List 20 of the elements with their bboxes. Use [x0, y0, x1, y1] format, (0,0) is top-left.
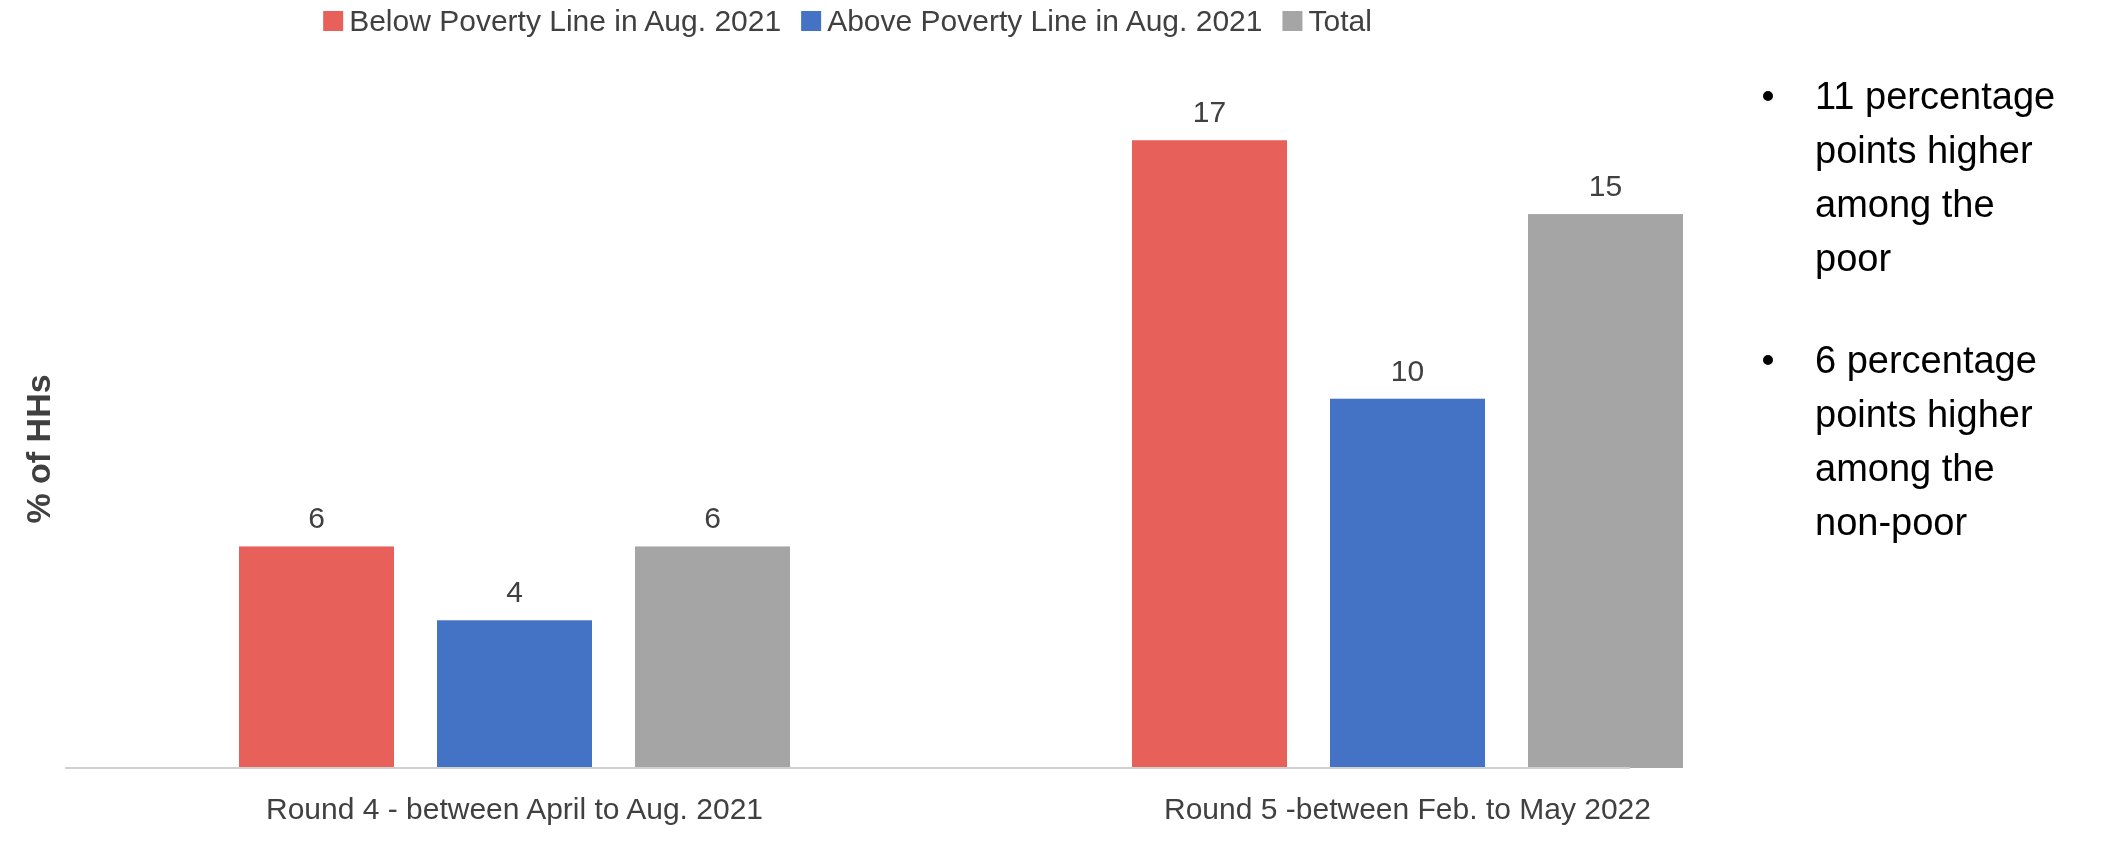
data-label: 4 [506, 575, 523, 609]
data-label: 17 [1192, 95, 1227, 129]
legend-label: Above Poverty Line in Aug. 2021 [827, 4, 1263, 37]
data-label: 6 [704, 501, 721, 535]
y-axis-title: % of HHs [19, 374, 57, 524]
bar [437, 620, 592, 768]
bar [635, 546, 790, 768]
x-tick-label: Round 5 -between Feb. to May 2022 [1164, 792, 1651, 826]
bar [1330, 398, 1485, 768]
data-label: 6 [308, 501, 325, 535]
bar [1132, 140, 1287, 768]
legend-label: Total [1308, 4, 1372, 37]
bar [1528, 214, 1683, 768]
bar [239, 546, 394, 768]
text: 6 percentage points higher among the non-poor [1815, 339, 2037, 544]
data-label: 15 [1588, 169, 1623, 203]
data-label: 10 [1390, 353, 1425, 387]
x-tick-label: Round 4 - between April to Aug. 2021 [265, 792, 764, 826]
legend-label: Below Poverty Line in Aug. 2021 [349, 4, 782, 37]
text: 11 percentage points higher among the poor [1815, 75, 2056, 280]
